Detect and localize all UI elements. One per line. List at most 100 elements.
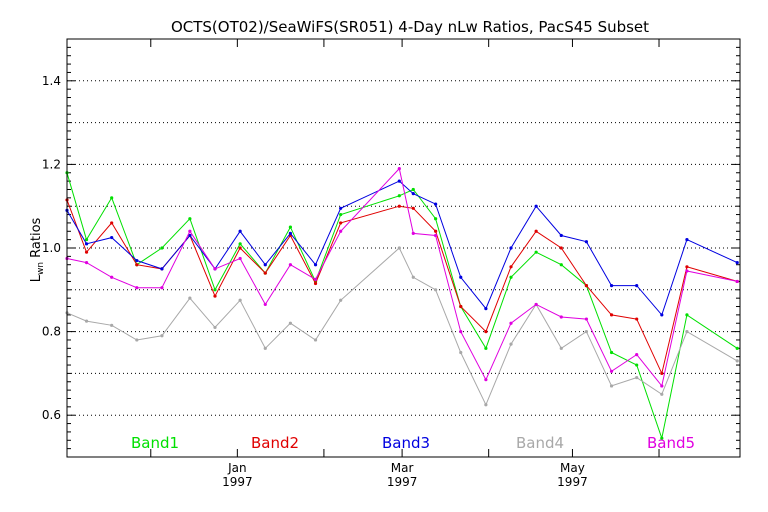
data-point-band4 xyxy=(339,298,343,302)
data-point-band4 xyxy=(584,330,589,334)
data-point-band5 xyxy=(238,256,242,261)
data-point-band5 xyxy=(735,279,739,284)
y-tick-label: 0.8 xyxy=(42,325,61,339)
data-point-band5 xyxy=(584,317,589,321)
data-point-band5 xyxy=(484,378,488,382)
series-line-band4 xyxy=(66,247,738,407)
data-point-band5 xyxy=(135,286,139,290)
data-point-band1 xyxy=(685,313,689,317)
x-tick-year: 1997 xyxy=(387,475,418,489)
data-point-band1 xyxy=(160,246,164,250)
data-point-band1 xyxy=(288,225,293,229)
data-point-band3 xyxy=(434,202,438,206)
x-tick-year: 1997 xyxy=(557,475,588,489)
data-point-band5 xyxy=(685,269,689,273)
axis-ticks xyxy=(67,38,740,458)
data-point-band4 xyxy=(609,384,614,388)
data-point-band2 xyxy=(339,221,343,225)
data-point-band3 xyxy=(84,242,89,246)
data-point-band5 xyxy=(434,233,438,238)
data-point-band3 xyxy=(339,206,343,210)
data-point-band4 xyxy=(635,375,639,380)
data-point-band2 xyxy=(411,206,415,210)
data-point-band4 xyxy=(213,325,217,330)
data-point-band5 xyxy=(263,302,267,307)
data-point-band4 xyxy=(110,323,114,327)
data-point-band2 xyxy=(660,371,664,375)
data-point-band4 xyxy=(411,275,415,279)
data-point-band1 xyxy=(484,346,488,350)
data-point-band2 xyxy=(559,246,563,250)
data-point-band2 xyxy=(313,281,318,286)
data-point-band4 xyxy=(735,359,739,363)
data-point-band1 xyxy=(213,288,217,292)
data-point-band5 xyxy=(160,286,164,290)
chart-title: OCTS(OT02)/SeaWiFS(SR051) 4-Day nLw Rati… xyxy=(171,18,649,36)
data-point-band5 xyxy=(635,352,639,357)
data-point-band1 xyxy=(84,238,89,242)
data-point-band2 xyxy=(263,271,267,275)
data-point-band3 xyxy=(459,275,463,279)
data-point-band2 xyxy=(685,265,689,269)
series-group xyxy=(65,166,739,441)
data-point-band1 xyxy=(660,436,664,440)
data-point-band2 xyxy=(509,265,513,269)
data-point-band2 xyxy=(135,263,139,267)
data-point-band3 xyxy=(188,233,192,238)
data-point-band4 xyxy=(660,392,664,396)
data-point-band5 xyxy=(288,263,293,267)
legend: Band1 Band2 Band3 Band4 Band5 xyxy=(131,434,695,452)
data-point-band5 xyxy=(660,384,664,388)
data-point-band1 xyxy=(735,346,739,350)
data-point-band3 xyxy=(288,231,293,235)
data-point-band1 xyxy=(434,217,438,221)
data-point-band4 xyxy=(135,338,139,342)
series-line-band3 xyxy=(66,180,738,316)
data-point-band3 xyxy=(534,204,538,208)
data-point-band1 xyxy=(411,187,415,192)
data-point-band4 xyxy=(313,338,318,342)
y-axis-title: Lwn Ratios xyxy=(29,217,46,282)
data-point-band5 xyxy=(411,231,415,235)
data-point-band4 xyxy=(685,330,689,334)
data-point-band1 xyxy=(238,242,242,246)
y-axis-title-rest: Ratios xyxy=(29,217,44,262)
legend-entry-band4: Band4 xyxy=(516,434,564,452)
data-point-band3 xyxy=(660,313,664,317)
data-point-band3 xyxy=(110,235,114,240)
legend-entry-band2: Band2 xyxy=(251,434,299,452)
x-tick-label: May xyxy=(560,461,585,475)
data-point-band3 xyxy=(397,179,401,183)
data-point-band3 xyxy=(135,258,139,263)
data-point-band3 xyxy=(160,267,164,271)
data-point-band5 xyxy=(559,315,563,319)
data-point-band4 xyxy=(559,346,563,350)
series-line-band5 xyxy=(66,167,738,388)
data-point-band4 xyxy=(84,319,89,323)
data-point-band2 xyxy=(84,250,89,254)
data-point-band3 xyxy=(509,246,513,250)
data-point-band4 xyxy=(484,403,488,407)
data-point-band2 xyxy=(609,313,614,317)
data-point-band4 xyxy=(459,350,463,355)
data-point-band5 xyxy=(534,302,538,307)
data-point-band1 xyxy=(534,250,538,254)
data-point-band2 xyxy=(238,246,242,250)
data-point-band2 xyxy=(213,294,217,298)
y-tick-label: 1.2 xyxy=(42,157,61,171)
data-point-band4 xyxy=(263,346,267,350)
data-point-band2 xyxy=(484,330,488,334)
data-point-band1 xyxy=(397,194,401,198)
legend-entry-band1: Band1 xyxy=(131,434,179,452)
data-point-band4 xyxy=(397,246,401,250)
data-point-band2 xyxy=(434,229,438,233)
y-axis-title-main: L xyxy=(29,274,44,282)
data-point-band2 xyxy=(584,284,589,288)
data-point-band4 xyxy=(160,334,164,338)
data-point-band1 xyxy=(635,363,639,367)
data-point-band5 xyxy=(110,275,114,279)
data-point-band1 xyxy=(188,217,192,221)
data-point-band4 xyxy=(288,321,293,325)
